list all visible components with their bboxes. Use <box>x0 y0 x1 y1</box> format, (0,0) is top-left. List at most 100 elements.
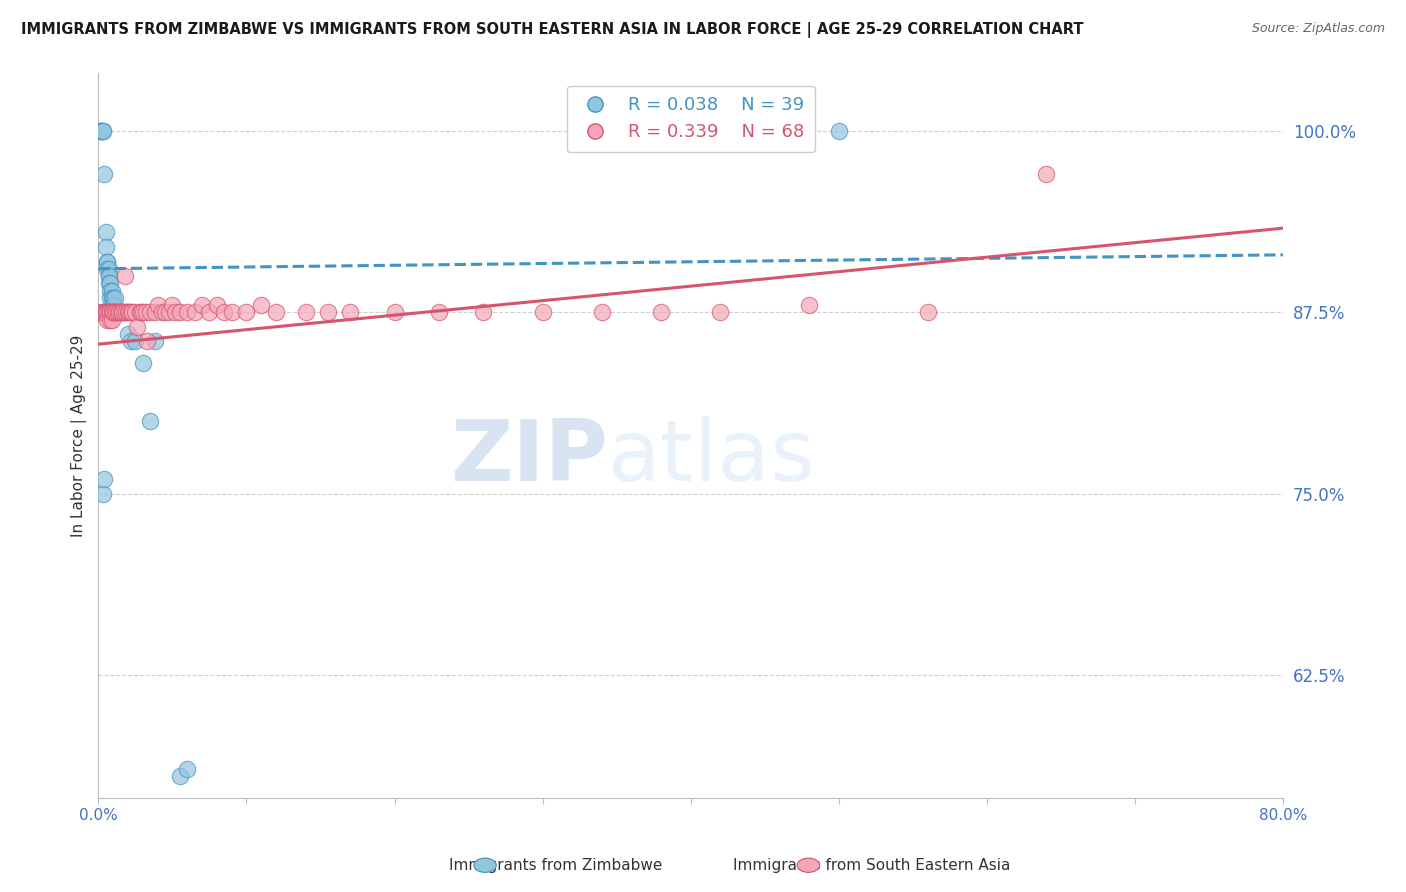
Point <box>105 305 128 319</box>
Point <box>128 305 150 319</box>
Point <box>153 305 176 319</box>
Point <box>339 305 361 319</box>
Point <box>176 762 198 776</box>
Point <box>384 305 406 319</box>
Point <box>132 305 155 319</box>
Point <box>125 319 148 334</box>
Text: atlas: atlas <box>607 416 815 499</box>
Point <box>235 305 257 319</box>
Point <box>110 305 132 319</box>
Point <box>221 305 243 319</box>
Point <box>183 305 205 319</box>
Point <box>150 305 173 319</box>
Point <box>107 305 129 319</box>
Text: Source: ZipAtlas.com: Source: ZipAtlas.com <box>1251 22 1385 36</box>
Point <box>91 124 114 138</box>
Point <box>917 305 939 319</box>
Point <box>93 305 115 319</box>
Point <box>124 305 146 319</box>
Point <box>111 305 134 319</box>
Point <box>294 305 316 319</box>
Point <box>136 334 159 349</box>
Point <box>91 305 114 319</box>
Point <box>162 298 184 312</box>
Point <box>146 298 169 312</box>
Point <box>159 305 181 319</box>
Point <box>169 305 191 319</box>
Point <box>111 305 134 319</box>
Point <box>94 240 117 254</box>
Point <box>90 124 112 138</box>
Point <box>143 305 166 319</box>
Point <box>90 124 112 138</box>
Point <box>98 312 121 326</box>
Point <box>139 305 162 319</box>
Point <box>98 305 121 319</box>
Point <box>96 254 118 268</box>
Point <box>591 305 613 319</box>
Point <box>112 305 135 319</box>
Point <box>709 305 731 319</box>
Point <box>132 356 155 370</box>
Point <box>114 268 136 283</box>
Point <box>98 291 121 305</box>
Point <box>93 305 115 319</box>
Point <box>96 261 118 276</box>
Point <box>316 305 339 319</box>
Point <box>90 124 112 138</box>
Point <box>828 124 851 138</box>
Point <box>205 298 228 312</box>
Legend: R = 0.038    N = 39, R = 0.339    N = 68: R = 0.038 N = 39, R = 0.339 N = 68 <box>567 86 815 153</box>
Point <box>100 312 122 326</box>
Point <box>118 305 141 319</box>
Point <box>114 305 136 319</box>
Point <box>110 305 132 319</box>
Point <box>117 305 139 319</box>
Point <box>799 298 821 312</box>
Point <box>120 305 142 319</box>
Point <box>94 226 117 240</box>
Point <box>104 291 127 305</box>
Point <box>472 305 495 319</box>
Point <box>117 326 139 341</box>
Point <box>94 305 117 319</box>
Point <box>165 305 187 319</box>
Point <box>98 284 121 298</box>
Point <box>129 305 152 319</box>
Point <box>97 268 120 283</box>
Point <box>250 298 273 312</box>
Point <box>98 277 121 291</box>
Point <box>97 268 120 283</box>
Point <box>176 305 198 319</box>
Point <box>198 305 221 319</box>
Point <box>101 305 124 319</box>
Text: Immigrants from Zimbabwe: Immigrants from Zimbabwe <box>449 858 662 872</box>
Point <box>100 305 122 319</box>
Point <box>104 305 127 319</box>
Point <box>169 769 191 783</box>
Point <box>101 305 124 319</box>
Point <box>101 298 124 312</box>
Point <box>264 305 287 319</box>
Point <box>212 305 235 319</box>
Point <box>1035 168 1057 182</box>
Point <box>115 305 138 319</box>
Point <box>427 305 450 319</box>
Point <box>531 305 554 319</box>
Point <box>650 305 672 319</box>
Point <box>100 291 122 305</box>
Point <box>124 334 146 349</box>
Point <box>94 305 117 319</box>
Point <box>121 305 143 319</box>
Point <box>100 284 122 298</box>
Point <box>107 305 129 319</box>
Text: Immigrants from South Eastern Asia: Immigrants from South Eastern Asia <box>733 858 1011 872</box>
Point <box>101 291 124 305</box>
Point <box>139 414 162 428</box>
Point <box>96 254 118 268</box>
Text: IMMIGRANTS FROM ZIMBABWE VS IMMIGRANTS FROM SOUTH EASTERN ASIA IN LABOR FORCE | : IMMIGRANTS FROM ZIMBABWE VS IMMIGRANTS F… <box>21 22 1084 38</box>
Point <box>105 305 128 319</box>
Point <box>96 312 118 326</box>
Point <box>97 261 120 276</box>
Point <box>191 298 214 312</box>
